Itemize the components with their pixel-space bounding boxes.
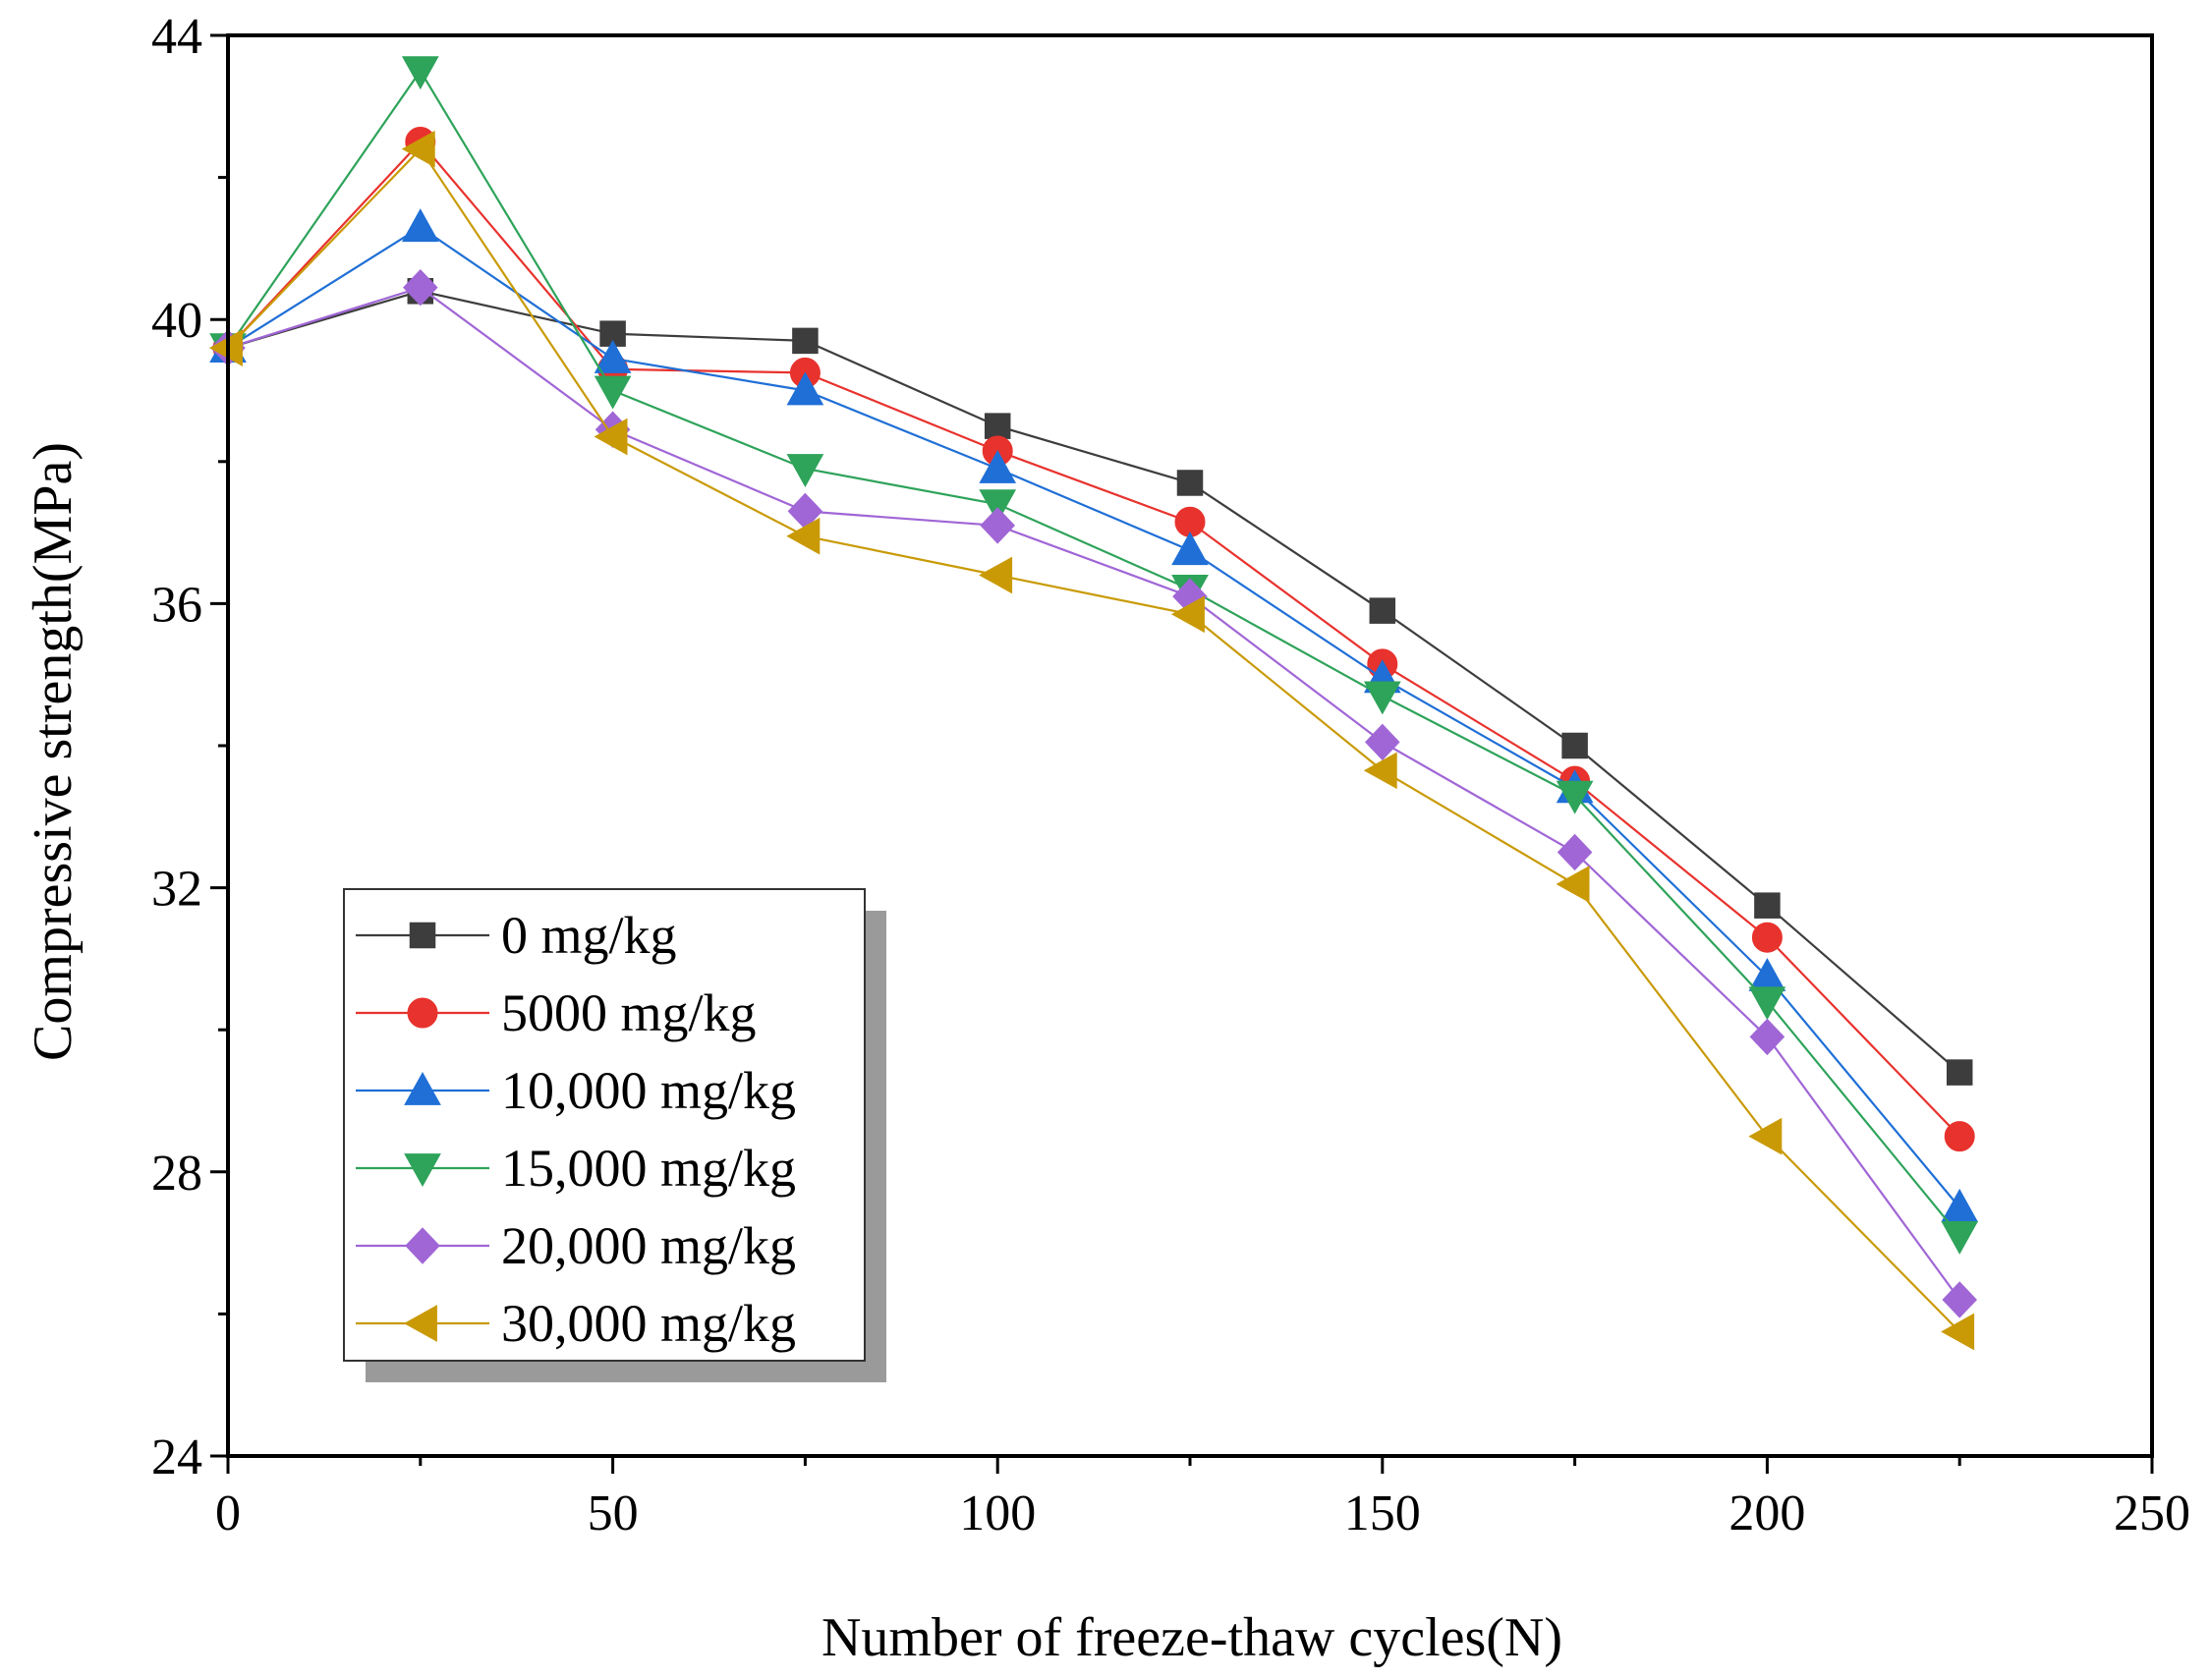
x-tick-label-1: 50 xyxy=(588,1485,639,1541)
legend-marker-3 xyxy=(404,1153,441,1188)
data-point-0-4 xyxy=(984,413,1011,439)
legend-marker-5 xyxy=(403,1305,437,1342)
y-tick-label-0: 24 xyxy=(151,1429,202,1485)
data-point-3-9 xyxy=(1941,1220,1979,1255)
data-point-1-8 xyxy=(1751,922,1783,953)
series-line-1 xyxy=(227,140,1960,1138)
data-point-4-4 xyxy=(980,507,1015,544)
x-axis-title: Number of freeze-thaw cycles(N) xyxy=(822,1607,1562,1668)
data-point-0-6 xyxy=(1369,597,1396,624)
data-point-3-4 xyxy=(979,489,1017,524)
data-point-2-1 xyxy=(401,208,439,243)
data-point-5-3 xyxy=(786,517,821,555)
data-point-0-9 xyxy=(1946,1059,1973,1086)
data-point-1-9 xyxy=(1944,1121,1975,1152)
data-point-3-2 xyxy=(594,375,632,410)
data-point-4-9 xyxy=(1942,1281,1977,1318)
legend-label-5: 30,000 mg/kg xyxy=(501,1294,796,1353)
series-5 xyxy=(208,130,1975,1351)
data-point-2-2 xyxy=(594,339,632,373)
data-point-0-5 xyxy=(1176,470,1204,496)
series-line-3 xyxy=(227,69,1961,1237)
legend-label-1: 5000 mg/kg xyxy=(501,983,757,1042)
legend-label-3: 15,000 mg/kg xyxy=(501,1139,796,1198)
data-point-3-8 xyxy=(1748,986,1786,1021)
x-tick-label-0: 0 xyxy=(215,1485,241,1541)
data-point-5-8 xyxy=(1748,1117,1783,1155)
data-point-3-1 xyxy=(401,56,439,90)
legend-item-5: 30,000 mg/kg xyxy=(356,1294,796,1353)
legend-item-0: 0 mg/kg xyxy=(356,906,677,965)
data-point-5-6 xyxy=(1363,752,1397,790)
axes: 0 50 100 150 200 250 24 28 32 36 40 44 xyxy=(151,9,2190,1541)
legend-box xyxy=(343,888,866,1362)
x-tick-label-3: 150 xyxy=(1344,1485,1421,1541)
legend-label-0: 0 mg/kg xyxy=(501,906,677,965)
data-point-0-3 xyxy=(792,327,819,355)
legend: 0 mg/kg 5000 mg/kg 10,000 mg/kg 15,000 mg/k… xyxy=(343,888,886,1382)
legend-marker-4 xyxy=(405,1227,440,1264)
data-point-2-5 xyxy=(1171,532,1209,566)
series-line-0 xyxy=(227,290,1960,1074)
data-point-3-7 xyxy=(1556,780,1594,814)
plot-area xyxy=(208,56,1979,1351)
legend-marker-0 xyxy=(409,922,436,949)
x-tick-label-2: 100 xyxy=(959,1485,1036,1541)
legend-label-4: 20,000 mg/kg xyxy=(501,1216,796,1275)
data-point-2-4 xyxy=(979,450,1017,483)
y-tick-label-4: 40 xyxy=(151,293,202,349)
legend-label-2: 10,000 mg/kg xyxy=(501,1061,796,1120)
data-point-5-9 xyxy=(1941,1313,1975,1351)
legend-item-3: 15,000 mg/kg xyxy=(356,1139,796,1198)
series-0 xyxy=(214,278,1973,1086)
y-tick-label-1: 28 xyxy=(151,1146,202,1202)
data-point-3-3 xyxy=(786,454,824,488)
data-point-3-6 xyxy=(1363,681,1401,715)
data-point-4-7 xyxy=(1557,833,1593,871)
data-point-5-4 xyxy=(979,556,1013,594)
data-point-4-1 xyxy=(403,268,438,307)
data-point-4-6 xyxy=(1365,723,1400,761)
series-line-4 xyxy=(227,286,1961,1301)
series-line-5 xyxy=(227,146,1960,1333)
legend-item-2: 10,000 mg/kg xyxy=(356,1061,796,1120)
data-point-0-8 xyxy=(1754,892,1781,919)
y-tick-label-5: 44 xyxy=(151,9,202,65)
data-point-5-7 xyxy=(1556,866,1590,903)
data-point-5-2 xyxy=(594,418,628,456)
data-point-4-8 xyxy=(1749,1018,1785,1056)
legend-item-1: 5000 mg/kg xyxy=(356,983,757,1042)
data-point-5-5 xyxy=(1170,595,1205,634)
data-point-0-7 xyxy=(1561,732,1588,759)
data-point-2-3 xyxy=(786,371,824,406)
legend-marker-2 xyxy=(404,1071,441,1105)
legend-item-4: 20,000 mg/kg xyxy=(356,1216,796,1275)
y-axis-title: Compressive strength(MPa) xyxy=(23,442,84,1061)
y-tick-label-2: 32 xyxy=(151,862,202,918)
x-tick-label-4: 200 xyxy=(1728,1485,1805,1541)
y-tick-label-3: 36 xyxy=(151,577,202,633)
x-tick-label-5: 250 xyxy=(2114,1485,2190,1541)
data-point-5-1 xyxy=(401,130,435,168)
legend-marker-1 xyxy=(407,997,438,1029)
